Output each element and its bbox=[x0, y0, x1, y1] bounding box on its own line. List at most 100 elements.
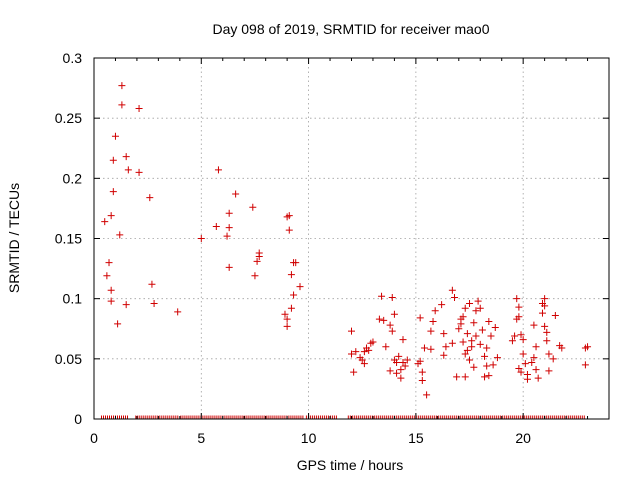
data-point bbox=[388, 293, 396, 301]
data-point bbox=[541, 322, 549, 330]
data-point bbox=[472, 332, 480, 340]
data-point bbox=[487, 332, 495, 340]
data-point bbox=[103, 272, 111, 280]
data-point bbox=[493, 354, 501, 362]
data-point bbox=[386, 321, 394, 329]
data-point bbox=[111, 132, 119, 140]
data-point bbox=[481, 352, 489, 360]
data-point bbox=[528, 358, 536, 366]
data-point bbox=[174, 308, 182, 316]
data-point bbox=[461, 373, 469, 381]
data-point bbox=[549, 355, 557, 363]
data-point bbox=[369, 338, 377, 346]
data-point bbox=[530, 321, 538, 329]
data-point bbox=[360, 348, 368, 356]
data-point bbox=[483, 362, 491, 370]
data-point bbox=[393, 369, 401, 377]
data-point bbox=[393, 358, 401, 366]
data-point bbox=[418, 368, 426, 376]
grid-lines bbox=[94, 58, 609, 419]
data-point bbox=[523, 370, 531, 378]
y-tick-label: 0.15 bbox=[55, 231, 82, 247]
data-point bbox=[459, 338, 467, 346]
data-point bbox=[401, 362, 409, 370]
data-point bbox=[476, 340, 484, 348]
data-point bbox=[212, 222, 220, 230]
data-point bbox=[283, 315, 291, 323]
data-point bbox=[551, 312, 559, 320]
data-point bbox=[515, 364, 523, 372]
data-point bbox=[255, 253, 263, 261]
data-point bbox=[489, 361, 497, 369]
data-point bbox=[348, 350, 355, 358]
data-point bbox=[395, 352, 403, 360]
data-point bbox=[427, 345, 435, 353]
data-point bbox=[448, 339, 456, 347]
data-point bbox=[517, 368, 525, 376]
data-point bbox=[442, 343, 450, 351]
data-point bbox=[225, 224, 233, 232]
data-point bbox=[427, 327, 435, 335]
y-tick-label: 0.2 bbox=[63, 170, 83, 186]
x-axis-label: GPS time / hours bbox=[297, 457, 404, 473]
data-point bbox=[423, 391, 431, 399]
data-point bbox=[107, 212, 115, 220]
data-point bbox=[386, 367, 394, 375]
data-point bbox=[457, 320, 465, 328]
data-point bbox=[348, 327, 355, 335]
data-point bbox=[519, 336, 527, 344]
data-point bbox=[360, 360, 368, 368]
data-point bbox=[399, 336, 407, 344]
data-point bbox=[290, 291, 298, 299]
x-tick-label: 5 bbox=[197, 430, 205, 446]
data-point bbox=[511, 332, 519, 340]
data-point bbox=[116, 231, 124, 239]
data-point bbox=[418, 376, 426, 384]
data-point bbox=[285, 212, 293, 220]
data-point bbox=[541, 295, 549, 303]
zero-marker-run bbox=[180, 415, 304, 419]
data-point bbox=[545, 367, 553, 375]
data-point bbox=[584, 343, 592, 351]
data-point bbox=[530, 354, 538, 362]
data-point bbox=[466, 356, 474, 364]
y-tick-label: 0.1 bbox=[63, 291, 83, 307]
data-point bbox=[292, 259, 300, 267]
axis-ticks bbox=[93, 57, 610, 420]
data-point bbox=[197, 235, 205, 242]
data-point bbox=[534, 374, 542, 382]
data-point bbox=[431, 307, 439, 315]
data-point bbox=[107, 297, 115, 305]
data-point bbox=[122, 301, 130, 309]
data-point bbox=[466, 299, 474, 307]
data-point bbox=[474, 297, 482, 305]
data-point bbox=[545, 350, 553, 358]
data-point bbox=[420, 344, 428, 352]
y-tick-label: 0.25 bbox=[55, 110, 82, 126]
y-tick-labels: 0 0.05 0.1 0.15 0.2 0.25 0.3 bbox=[55, 50, 82, 427]
data-point bbox=[397, 366, 405, 374]
data-point bbox=[109, 188, 117, 196]
data-point bbox=[225, 209, 233, 217]
x-tick-label: 10 bbox=[301, 430, 317, 446]
x-tick-label: 20 bbox=[515, 430, 531, 446]
data-point bbox=[429, 318, 437, 326]
data-point bbox=[287, 271, 295, 279]
data-point bbox=[150, 299, 158, 307]
data-point bbox=[451, 293, 458, 301]
data-point bbox=[283, 322, 291, 330]
data-point bbox=[485, 318, 493, 326]
data-point bbox=[463, 346, 471, 354]
data-point bbox=[581, 361, 589, 369]
zero-marker-run bbox=[135, 415, 179, 419]
data-point bbox=[468, 337, 476, 345]
data-point bbox=[135, 168, 143, 176]
data-point bbox=[146, 194, 154, 202]
data-point bbox=[481, 373, 489, 381]
data-point bbox=[541, 302, 549, 310]
data-points bbox=[101, 82, 592, 399]
y-tick-label: 0.05 bbox=[55, 351, 82, 367]
data-point bbox=[114, 320, 122, 328]
data-point bbox=[105, 259, 113, 267]
